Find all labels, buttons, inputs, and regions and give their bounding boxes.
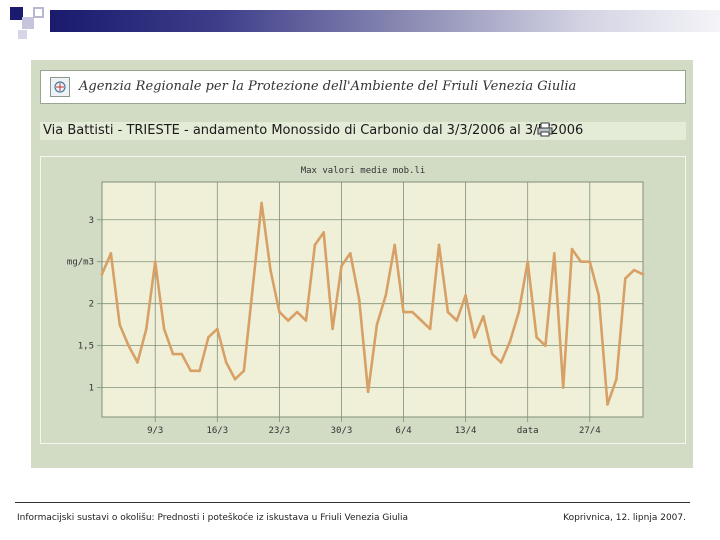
x-tick-label: 30/3 bbox=[331, 426, 353, 436]
data-point bbox=[384, 294, 388, 297]
data-point bbox=[304, 319, 308, 322]
data-point bbox=[171, 352, 175, 356]
x-tick-label: 9/3 bbox=[147, 426, 163, 436]
y-tick-label: 2 bbox=[89, 300, 94, 310]
data-point bbox=[349, 252, 352, 255]
series-line bbox=[100, 201, 645, 406]
data-point bbox=[224, 361, 228, 364]
printer-icon[interactable] bbox=[537, 122, 553, 137]
data-point bbox=[198, 369, 201, 373]
footer-left-text: Informacijski sustavi o okolišu: Prednos… bbox=[17, 513, 409, 523]
data-point bbox=[632, 268, 636, 272]
y-tick-label: 1,5 bbox=[78, 342, 94, 352]
x-tick-label: 16/3 bbox=[206, 426, 228, 436]
data-point bbox=[153, 260, 157, 264]
agency-logo-text: Agenzia Regionale per la Protezione dell… bbox=[79, 79, 577, 94]
data-point bbox=[393, 243, 396, 247]
data-point bbox=[411, 310, 414, 314]
slide-deco-square-dark bbox=[10, 7, 23, 20]
data-point bbox=[499, 361, 503, 364]
y-tick-label: mg/m3 bbox=[67, 258, 94, 268]
data-point bbox=[100, 273, 104, 276]
data-point bbox=[579, 260, 583, 264]
data-point bbox=[446, 310, 450, 314]
data-point bbox=[402, 310, 405, 314]
data-point bbox=[162, 327, 166, 331]
slide-header-gradient-bar bbox=[50, 10, 720, 32]
data-point bbox=[597, 294, 600, 297]
x-tick-label: 23/3 bbox=[269, 426, 291, 436]
data-point bbox=[561, 386, 565, 389]
chart-series-title: Max valori medie mob.li bbox=[300, 166, 426, 176]
data-point bbox=[366, 390, 370, 394]
data-point bbox=[233, 377, 237, 381]
footer-divider bbox=[15, 502, 690, 503]
data-point bbox=[331, 327, 334, 331]
data-point bbox=[189, 369, 192, 373]
line-chart: 1 1,5 2 mg/m3 3 9/3 16/3 23/3 30/3 6/4 13/4 data 27/… bbox=[67, 181, 645, 436]
data-point bbox=[313, 243, 317, 247]
data-point bbox=[278, 310, 281, 314]
data-point bbox=[482, 314, 485, 318]
data-point bbox=[464, 294, 467, 297]
data-point bbox=[295, 310, 299, 314]
data-point bbox=[606, 403, 609, 406]
data-point bbox=[109, 252, 113, 255]
data-point bbox=[375, 323, 379, 326]
data-point bbox=[517, 310, 521, 314]
x-tick-label: 27/4 bbox=[579, 426, 601, 436]
data-point bbox=[269, 268, 272, 272]
data-point bbox=[215, 327, 219, 331]
x-tick-label: 6/4 bbox=[395, 426, 411, 436]
slide-deco-square-light bbox=[22, 17, 34, 29]
data-point bbox=[455, 319, 459, 322]
chart-title: Via Battisti - TRIESTE - andamento Monos… bbox=[43, 123, 584, 138]
data-point bbox=[118, 323, 122, 326]
slide-deco-square-outline bbox=[33, 7, 44, 18]
data-point bbox=[473, 335, 476, 339]
data-point bbox=[570, 247, 574, 251]
data-point bbox=[357, 298, 361, 301]
data-point bbox=[623, 277, 627, 280]
data-point bbox=[544, 344, 547, 347]
y-tick-label: 3 bbox=[89, 216, 94, 226]
data-point bbox=[428, 327, 432, 331]
data-point bbox=[180, 352, 184, 356]
footer-right-text: Koprivnica, 12. lipnja 2007. bbox=[563, 513, 686, 523]
data-point bbox=[437, 243, 441, 247]
agency-header: Agenzia Regionale per la Protezione dell… bbox=[40, 70, 686, 104]
data-point bbox=[508, 340, 512, 343]
data-point bbox=[286, 319, 290, 322]
data-point bbox=[526, 260, 530, 264]
x-tick-label: 13/4 bbox=[455, 426, 477, 436]
data-point bbox=[340, 264, 343, 268]
plot-area bbox=[101, 181, 644, 418]
arpa-logo-icon bbox=[50, 77, 70, 97]
chart-container: Max valori medie mob.li 1 1,5 2 mg/m3 3 9/3 16… bbox=[40, 156, 686, 444]
data-point bbox=[641, 273, 645, 276]
data-point bbox=[535, 335, 538, 339]
data-point bbox=[419, 319, 423, 322]
data-point bbox=[242, 369, 246, 373]
data-point bbox=[553, 252, 556, 255]
chart-title-bar: Via Battisti - TRIESTE - andamento Monos… bbox=[40, 122, 686, 140]
data-point bbox=[322, 231, 326, 234]
data-point bbox=[490, 352, 494, 356]
data-point bbox=[145, 327, 148, 331]
data-point bbox=[136, 361, 139, 364]
data-point bbox=[260, 201, 263, 205]
data-point bbox=[588, 260, 592, 264]
data-point bbox=[207, 335, 210, 339]
data-point bbox=[127, 344, 130, 347]
slide-deco-square-pale bbox=[18, 30, 27, 39]
x-tick-label: data bbox=[517, 426, 539, 436]
data-point bbox=[251, 285, 255, 289]
data-point bbox=[615, 377, 618, 381]
y-tick-label: 1 bbox=[89, 384, 94, 394]
